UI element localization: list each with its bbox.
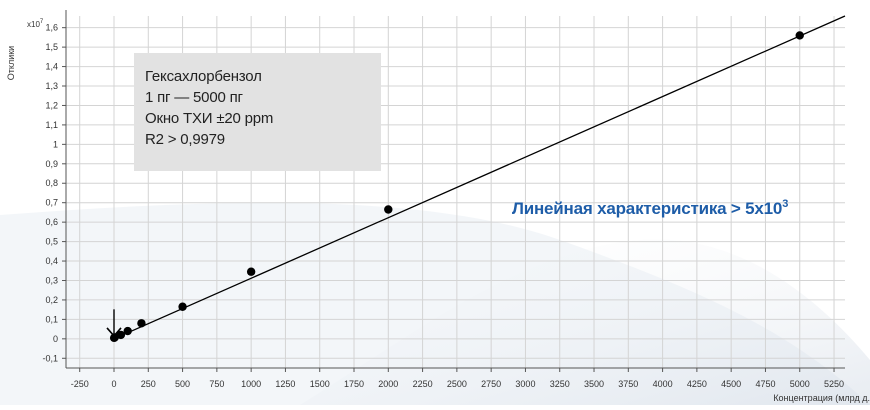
data-point — [384, 205, 393, 214]
x-tick-label: 4500 — [721, 379, 741, 389]
y-tick-label: 0,7 — [45, 198, 58, 208]
x-tick-label: 1000 — [241, 379, 261, 389]
axes — [62, 10, 845, 372]
y-tick-labels: -0,1 0 0,1 0,2 0,3 0,4 0,5 0,6 0,7 0,8 0,9 1 1,1 1,2 1… — [42, 23, 58, 364]
x-tick-label: 1250 — [275, 379, 295, 389]
x-tick-label: 2000 — [378, 379, 398, 389]
data-point — [116, 330, 126, 340]
x-tick-label: 4750 — [755, 379, 775, 389]
x-axis-label: Концентрация (млрд д. — [773, 393, 870, 403]
data-points — [109, 31, 804, 343]
arrow-head — [106, 327, 122, 338]
data-point — [123, 326, 132, 336]
info-box: Гексахлорбензол 1 пг — 5000 пг Окно ТХИ … — [134, 53, 381, 171]
y-tick-label: 1 — [53, 139, 58, 149]
y-axis-label: Отклики — [6, 46, 16, 80]
info-range: 1 пг — 5000 пг — [145, 89, 243, 106]
y-multiplier-base: x10 — [27, 20, 40, 29]
x-tick-label: 4250 — [687, 379, 707, 389]
y-tick-label: 0,5 — [45, 237, 58, 247]
x-tick-label: 5000 — [790, 379, 810, 389]
x-tick-label: -250 — [71, 379, 89, 389]
y-tick-label: 0,3 — [45, 275, 58, 285]
x-tick-label: 5250 — [824, 379, 844, 389]
data-point — [178, 302, 187, 311]
fit-line — [113, 15, 846, 340]
data-point — [137, 319, 146, 328]
y-tick-label: -0,1 — [42, 353, 58, 363]
data-point — [246, 267, 256, 276]
y-tick-label: 1,3 — [45, 81, 58, 91]
linearity-annotation: Линейная характеристика > 5x103 — [512, 198, 788, 219]
x-tick-label: 0 — [111, 379, 116, 389]
y-tick-label: 0,1 — [45, 314, 58, 324]
y-tick-label: 1,2 — [45, 100, 58, 110]
data-point — [795, 31, 804, 40]
y-multiplier-label: x107 — [27, 19, 44, 29]
y-tick-label: 1,5 — [45, 42, 58, 52]
lowest-point-arrow — [106, 309, 122, 338]
x-tick-label: 250 — [141, 379, 156, 389]
y-tick-label: 0,9 — [45, 159, 58, 169]
y-multiplier-exponent: 7 — [40, 19, 44, 25]
y-tick-label: 1,6 — [45, 23, 58, 33]
x-tick-label: 750 — [209, 379, 224, 389]
info-r2: R2 > 0,9979 — [145, 131, 225, 148]
x-tick-label: 2750 — [481, 379, 501, 389]
x-tick-label: 500 — [175, 379, 190, 389]
y-tick-label: 0,2 — [45, 295, 58, 305]
linearity-exponent: 3 — [782, 198, 789, 210]
y-tick-label: 0 — [53, 334, 58, 344]
x-tick-label: 3000 — [515, 379, 535, 389]
x-tick-label: 3250 — [550, 379, 570, 389]
linearity-text: Линейная характеристика > 5x10 — [512, 199, 783, 218]
y-tick-label: 0,6 — [45, 217, 58, 227]
x-tick-label: 1500 — [310, 379, 330, 389]
x-tick-label: 2500 — [447, 379, 467, 389]
background-swoosh — [0, 202, 870, 405]
x-tick-label: 3500 — [584, 379, 604, 389]
info-window: Окно ТХИ ±20 ppm — [145, 110, 274, 127]
x-tick-label: 1750 — [344, 379, 364, 389]
x-tick-labels: -250 0 250 500 750 1000 1250 1500 1750 2000 2250 25… — [71, 379, 844, 389]
y-tick-label: 0,8 — [45, 178, 58, 188]
fit-line-group — [113, 15, 846, 340]
x-tick-label: 4000 — [653, 379, 673, 389]
x-tick-label: 2250 — [413, 379, 433, 389]
y-tick-label: 1,4 — [45, 62, 58, 72]
info-compound: Гексахлорбензол — [145, 68, 262, 85]
y-tick-label: 0,4 — [45, 256, 58, 266]
x-tick-label: 3750 — [618, 379, 638, 389]
y-tick-label: 1,1 — [45, 120, 58, 130]
